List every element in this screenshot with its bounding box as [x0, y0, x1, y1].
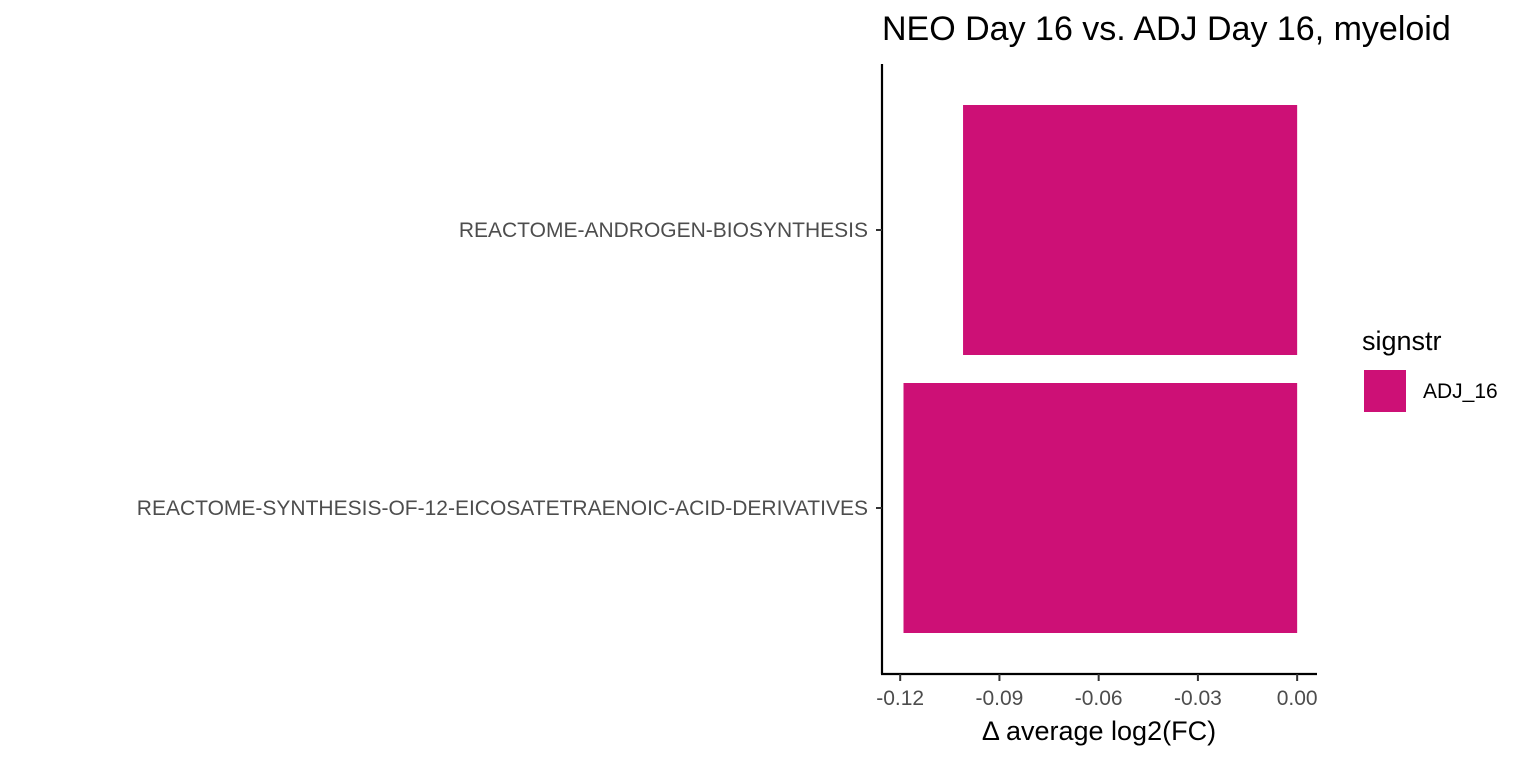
chart-title: NEO Day 16 vs. ADJ Day 16, myeloid — [882, 10, 1451, 48]
x-tick-label-3: -0.06 — [1075, 687, 1123, 710]
legend-title: signstr — [1362, 326, 1442, 356]
x-axis-label: Δ average log2(FC) — [982, 716, 1216, 746]
bar-1 — [963, 105, 1298, 355]
bar-2 — [903, 383, 1298, 633]
legend: signstr ADJ_16 — [1362, 326, 1498, 412]
bars — [903, 105, 1298, 633]
legend-label-1: ADJ_16 — [1423, 380, 1498, 403]
y-tick-label-2: REACTOME-SYNTHESIS-OF-12-EICOSATETRAENOI… — [137, 497, 868, 520]
y-tick-label-1: REACTOME-ANDROGEN-BIOSYNTHESIS — [459, 219, 868, 242]
x-tick-label-4: -0.03 — [1174, 687, 1222, 710]
x-tick-label-2: -0.09 — [975, 687, 1023, 710]
legend-entries: ADJ_16 — [1364, 370, 1498, 412]
y-axis: REACTOME-ANDROGEN-BIOSYNTHESIS REACTOME-S… — [137, 64, 884, 674]
x-axis: -0.12 -0.09 -0.06 -0.03 0.00 — [876, 672, 1318, 710]
x-tick-label-1: -0.12 — [876, 687, 924, 710]
legend-swatch-1 — [1364, 370, 1406, 412]
x-tick-label-5: 0.00 — [1277, 687, 1318, 710]
